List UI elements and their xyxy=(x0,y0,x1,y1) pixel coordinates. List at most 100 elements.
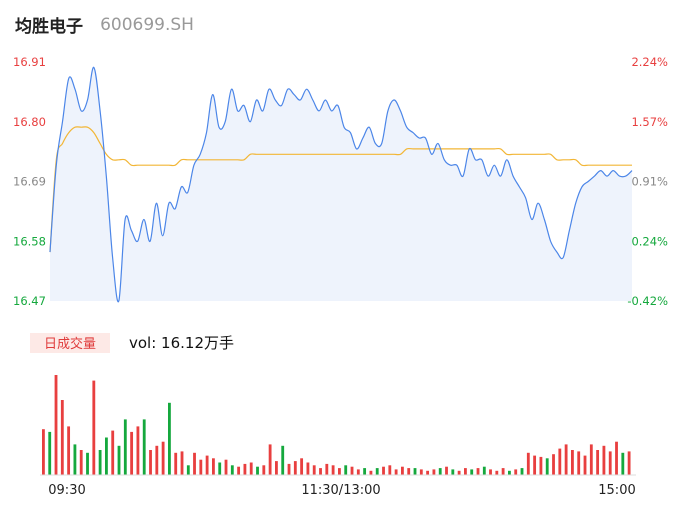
volume-bar xyxy=(419,469,423,475)
volume-bar xyxy=(627,451,631,475)
volume-bar xyxy=(180,451,184,475)
volume-badge xyxy=(30,333,110,353)
volume-bar xyxy=(451,469,455,475)
volume-bar xyxy=(60,400,64,475)
volume-bar xyxy=(539,456,543,475)
volume-bar xyxy=(552,454,555,475)
volume-bar xyxy=(331,465,335,475)
volume-bar xyxy=(545,458,549,475)
volume-bar xyxy=(287,463,291,475)
volume-bar xyxy=(249,462,253,475)
volume-bar xyxy=(501,468,505,475)
stock-name: 均胜电子 xyxy=(15,17,83,37)
volume-bar xyxy=(558,448,562,475)
volume-bar xyxy=(54,375,58,475)
volume-bar xyxy=(533,455,537,475)
volume-bar xyxy=(457,470,461,475)
volume-bar xyxy=(476,468,480,475)
volume-bar xyxy=(426,470,430,475)
volume-bar xyxy=(401,466,404,475)
volume-bar xyxy=(375,468,379,475)
volume-bar xyxy=(445,466,448,475)
volume-bar xyxy=(161,441,165,475)
volume-bar xyxy=(293,461,297,475)
volume-bar xyxy=(98,450,102,475)
volume-bar xyxy=(275,461,278,475)
volume-bar xyxy=(407,468,411,475)
volume-bar xyxy=(193,452,196,475)
volume-bar xyxy=(281,445,285,475)
volume-bar xyxy=(117,445,121,475)
volume-bar xyxy=(262,465,266,475)
volume-bar xyxy=(92,380,96,475)
volume-bar xyxy=(149,450,152,475)
volume-bars xyxy=(42,375,631,475)
volume-bar xyxy=(67,426,71,475)
volume-bar xyxy=(218,462,222,475)
volume-bar xyxy=(489,469,492,475)
volume-bar xyxy=(394,469,398,475)
volume-bar xyxy=(514,469,518,475)
price-tick-label: 16.58 xyxy=(13,234,46,248)
volume-bar xyxy=(79,450,83,475)
volume-bar xyxy=(526,452,530,475)
price-line xyxy=(49,66,633,303)
volume-bar xyxy=(338,468,341,475)
volume-bar xyxy=(350,466,354,475)
volume-bar xyxy=(589,444,593,475)
volume-bar xyxy=(130,431,134,475)
volume-bar xyxy=(508,470,511,475)
volume-bar xyxy=(608,451,612,475)
volume-bar xyxy=(388,465,392,475)
volume-bar xyxy=(577,451,581,475)
stock-header: 均胜电子 600699.SH xyxy=(15,12,194,40)
volume-bar xyxy=(306,462,310,475)
percent-tick-label: -0.42% xyxy=(627,294,668,308)
percent-tick-label: 0.24% xyxy=(631,234,668,248)
volume-bar xyxy=(300,458,304,475)
percent-axis: 2.24% 1.57% 0.91% 0.24% -0.42% xyxy=(627,55,668,308)
price-axis: 16.91 16.80 16.69 16.58 16.47 xyxy=(13,55,46,308)
volume-badge-label: 日成交量 xyxy=(44,336,96,352)
volume-bar xyxy=(123,419,127,475)
volume-bar xyxy=(464,468,467,475)
volume-bar xyxy=(356,469,360,475)
volume-bar xyxy=(168,402,171,475)
volume-readout: vol: 16.12万手 xyxy=(129,334,234,352)
volume-bar xyxy=(142,419,146,475)
volume-bar xyxy=(482,466,486,475)
volume-bar xyxy=(495,470,499,475)
volume-bar xyxy=(111,430,115,475)
percent-tick-label: 1.57% xyxy=(631,115,668,129)
volume-bar xyxy=(621,452,625,475)
volume-bar xyxy=(325,463,329,475)
volume-bar xyxy=(319,468,322,475)
volume-bar xyxy=(564,444,568,475)
price-area-fill xyxy=(50,67,632,302)
volume-bar xyxy=(73,444,77,475)
volume-bar xyxy=(369,470,373,475)
volume-bar xyxy=(583,455,587,475)
volume-bar xyxy=(243,463,247,475)
volume-bar xyxy=(413,468,417,475)
volume-bar xyxy=(344,465,348,475)
average-line xyxy=(49,126,632,253)
average-price-line xyxy=(49,126,632,253)
volume-bar xyxy=(520,468,524,475)
volume-bar xyxy=(432,469,436,475)
volume-bar xyxy=(205,455,209,475)
x-tick-close: 15:00 xyxy=(598,483,635,498)
volume-bar xyxy=(174,452,178,475)
volume-bar xyxy=(224,459,228,475)
price-tick-label: 16.80 xyxy=(13,115,46,129)
price-series-line xyxy=(49,66,633,303)
volume-bar xyxy=(42,429,45,475)
volume-bar xyxy=(86,452,89,475)
price-area xyxy=(50,67,632,302)
volume-bar xyxy=(136,426,140,475)
volume-bar xyxy=(312,465,316,475)
volume-bar xyxy=(438,468,442,475)
stock-code: 600699.SH xyxy=(100,14,194,35)
volume-bar xyxy=(596,450,600,475)
